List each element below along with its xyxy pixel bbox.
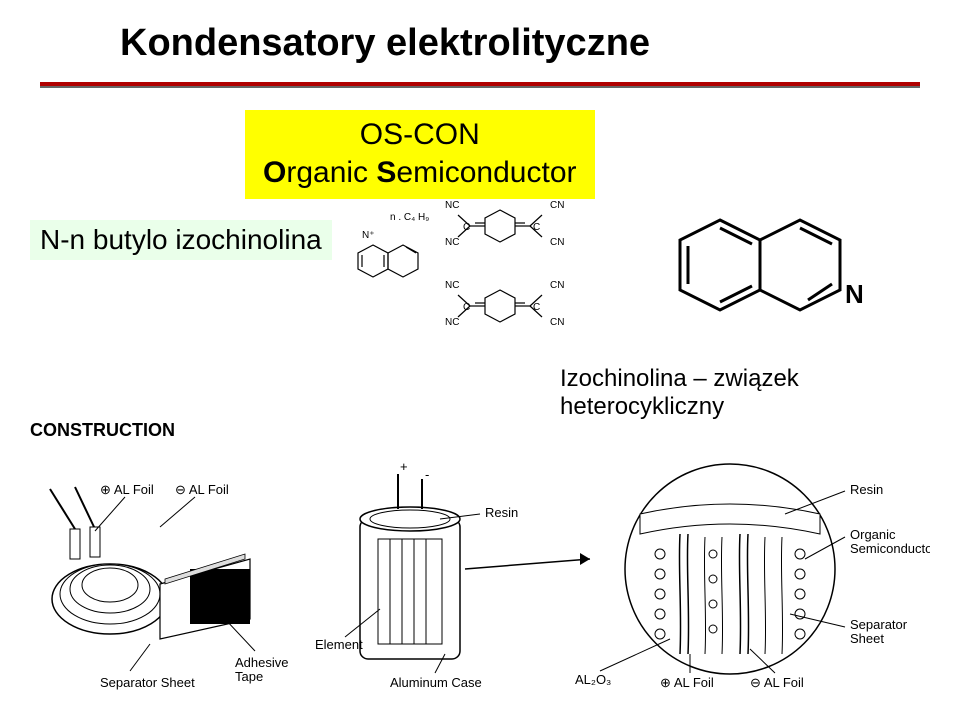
lbl-separator-sheet: Separator Sheet [100,675,195,690]
nc-4: NC [445,317,459,328]
oscon-line1: OS-CON [263,116,577,154]
lbl-aluminum-case: Aluminum Case [390,675,482,690]
oscon-line2: Organic Semiconductor [263,154,577,192]
chem-structure-right: N [660,200,890,350]
oscon-box: OS-CON Organic Semiconductor [245,110,595,199]
oscon-emiconductor: emiconductor [396,156,576,189]
left-compound-label: N-n butylo izochinolina [30,220,332,260]
isoquinoline-caption: Izochinolina – związek heterocykliczny [560,365,960,421]
label-nplus: N⁺ [362,230,375,241]
lbl-element: Element [315,637,363,652]
cn-3: CN [550,280,564,291]
nc-1: NC [445,200,459,211]
lbl-resin: Resin [485,505,518,520]
construction-title: CONSTRUCTION [30,420,930,441]
lbl-organic-semi: OrganicSemiconductor [850,527,930,556]
c-right-2: C [533,302,540,313]
construction-diagram: CONSTRUCTION ⊕ AL Foil [30,420,930,700]
chem-structure-middle: n . C₄ H₉ N⁺ NC NC CN CN C C [350,190,600,370]
label-nc4h9: n . C₄ H₉ [390,212,429,223]
svg-text:⊕ AL Foil: ⊕ AL Foil [100,482,154,497]
c-right-1: C [533,222,540,233]
lbl-resin2: Resin [850,482,883,497]
oscon-S: S [376,156,396,189]
lbl-alfoil-minus: AL Foil [189,482,229,497]
lbl-al2o3: AL₂O₃ [575,672,611,687]
lbl-alfoil-minus2: AL Foil [764,675,804,690]
sym-plus2: ⊕ [660,675,671,690]
lbl-minus: - [425,467,429,482]
lbl-separator-sheet2: SeparatorSheet [850,617,908,646]
c-left-2: C [463,302,470,313]
page-title: Kondensatory elektrolityczne [120,22,650,65]
oscon-rganic: rganic [286,156,376,189]
lbl-alfoil-plus2: AL Foil [674,675,714,690]
svg-text:⊖ AL Foil: ⊖ AL Foil [175,482,229,497]
svg-text:⊖ AL Foil: ⊖ AL Foil [750,675,804,690]
cn-2: CN [550,237,564,248]
oscon-O: O [263,156,286,189]
sym-minus1: ⊖ [175,482,186,497]
nc-2: NC [445,237,459,248]
c-left-1: C [463,222,470,233]
lbl-plus: + [400,459,408,474]
cn-4: CN [550,317,564,328]
cn-1: CN [550,200,564,211]
lbl-alfoil-plus: AL Foil [114,482,154,497]
label-N: N [845,279,864,309]
lbl-adhesive-tape: AdhesiveTape [235,655,288,684]
title-underline [40,82,920,88]
svg-text:⊕ AL Foil: ⊕ AL Foil [660,675,714,690]
nc-3: NC [445,280,459,291]
sym-plus1: ⊕ [100,482,111,497]
sym-minus2: ⊖ [750,675,761,690]
